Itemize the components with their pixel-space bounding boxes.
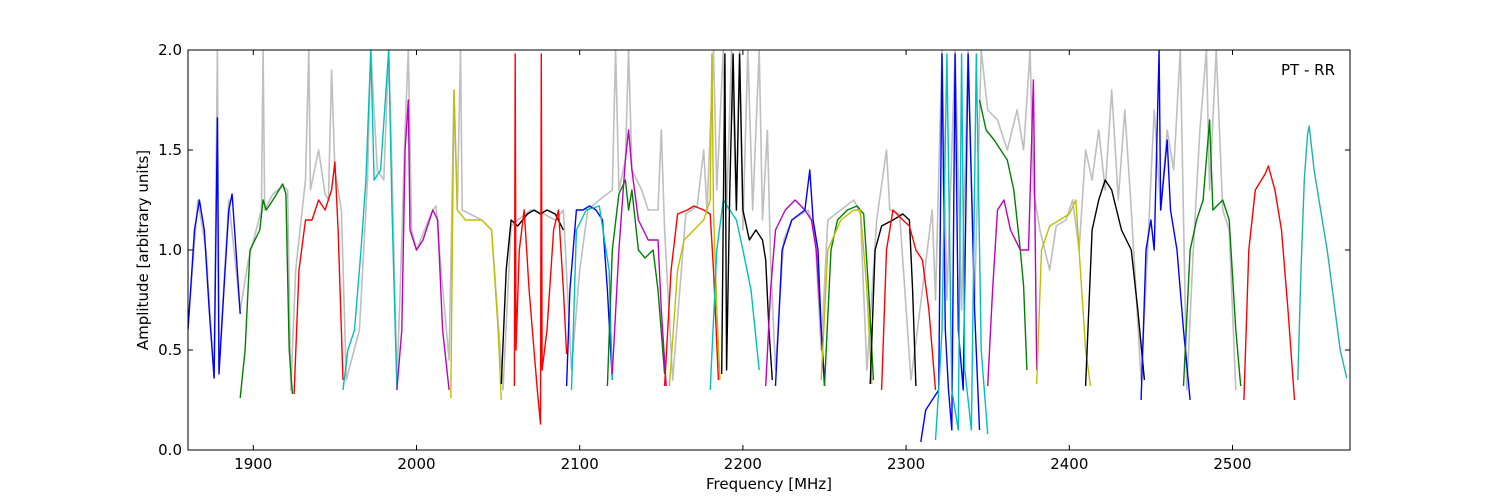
series-line-25 bbox=[978, 99, 1028, 371]
series-line-3 bbox=[293, 161, 344, 395]
x-tick-label: 2500 bbox=[1213, 455, 1251, 473]
series-line-28 bbox=[1084, 179, 1146, 387]
x-tick-label: 2000 bbox=[397, 455, 435, 473]
series-line-32 bbox=[1297, 125, 1348, 381]
y-tick-label: 0.0 bbox=[158, 441, 182, 459]
series-line-16 bbox=[721, 53, 773, 381]
series-line-8 bbox=[513, 53, 568, 425]
series-line-13 bbox=[663, 205, 720, 387]
series-line-12 bbox=[611, 129, 667, 387]
series-line-10 bbox=[570, 205, 613, 391]
series-line-30 bbox=[1182, 119, 1242, 387]
x-axis-label: Frequency [MHz] bbox=[706, 475, 832, 493]
series-line-24 bbox=[934, 53, 989, 441]
x-tick-label: 2300 bbox=[887, 455, 925, 473]
x-tick-label: 2200 bbox=[724, 455, 762, 473]
series-line-6 bbox=[450, 89, 502, 401]
ticks-layer: 1900 2000 2100 2200 2300 2400 2500 0.0 0.5 1.0 1.5… bbox=[158, 41, 1350, 473]
plot-annotation: PT - RR bbox=[1281, 61, 1335, 79]
series-line-2 bbox=[239, 183, 294, 399]
x-tick-label: 2400 bbox=[1050, 455, 1088, 473]
series-line-27 bbox=[1036, 199, 1092, 387]
series-line-21 bbox=[869, 213, 917, 387]
background-trace bbox=[188, 50, 1237, 391]
series-line-4 bbox=[342, 50, 398, 391]
series-line-26 bbox=[987, 79, 1038, 387]
series-line-11 bbox=[606, 179, 666, 387]
series-layer bbox=[188, 50, 1348, 443]
series-line-22 bbox=[880, 209, 937, 391]
y-axis-label: Amplitude [arbitrary units] bbox=[134, 150, 152, 350]
y-tick-label: 2.0 bbox=[158, 41, 182, 59]
series-line-7 bbox=[500, 209, 565, 385]
y-tick-label: 1.5 bbox=[158, 141, 182, 159]
y-tick-label: 1.0 bbox=[158, 241, 182, 259]
x-tick-label: 2100 bbox=[561, 455, 599, 473]
series-line-14 bbox=[668, 53, 721, 387]
x-tick-label: 1900 bbox=[234, 455, 272, 473]
series-line-23 bbox=[920, 53, 981, 443]
series-line-18 bbox=[774, 169, 826, 387]
series-line-19 bbox=[823, 205, 875, 387]
series-line-20 bbox=[820, 209, 873, 385]
plot-frame bbox=[187, 49, 1351, 451]
series-line-5 bbox=[396, 99, 450, 391]
series-line-15 bbox=[709, 199, 760, 391]
series-line-31 bbox=[1243, 165, 1296, 401]
series-line-29 bbox=[1140, 50, 1191, 401]
series-line-1 bbox=[188, 117, 241, 379]
series-line-9 bbox=[565, 205, 613, 387]
series-line-17 bbox=[765, 199, 826, 387]
y-tick-label: 0.5 bbox=[158, 341, 182, 359]
